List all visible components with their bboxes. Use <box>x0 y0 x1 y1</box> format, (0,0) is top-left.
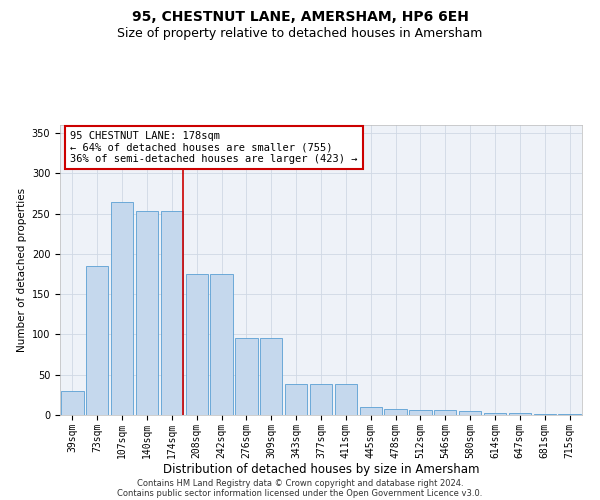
Bar <box>434 410 457 415</box>
Bar <box>211 274 233 415</box>
Bar <box>385 410 407 415</box>
Text: Contains public sector information licensed under the Open Government Licence v3: Contains public sector information licen… <box>118 488 482 498</box>
Bar <box>285 384 307 415</box>
Bar <box>161 211 183 415</box>
Bar <box>61 391 83 415</box>
Text: 95, CHESTNUT LANE, AMERSHAM, HP6 6EH: 95, CHESTNUT LANE, AMERSHAM, HP6 6EH <box>131 10 469 24</box>
Text: 95 CHESTNUT LANE: 178sqm
← 64% of detached houses are smaller (755)
36% of semi-: 95 CHESTNUT LANE: 178sqm ← 64% of detach… <box>70 131 358 164</box>
Bar <box>335 384 357 415</box>
Bar <box>559 414 581 415</box>
Bar <box>185 274 208 415</box>
Bar <box>359 407 382 415</box>
X-axis label: Distribution of detached houses by size in Amersham: Distribution of detached houses by size … <box>163 464 479 476</box>
Bar <box>111 202 133 415</box>
Bar <box>533 414 556 415</box>
Bar <box>86 266 109 415</box>
Bar <box>260 338 283 415</box>
Y-axis label: Number of detached properties: Number of detached properties <box>17 188 28 352</box>
Bar <box>459 411 481 415</box>
Bar <box>409 410 431 415</box>
Bar <box>484 412 506 415</box>
Bar <box>136 211 158 415</box>
Text: Contains HM Land Registry data © Crown copyright and database right 2024.: Contains HM Land Registry data © Crown c… <box>137 478 463 488</box>
Bar <box>310 384 332 415</box>
Bar <box>509 414 531 415</box>
Bar <box>235 338 257 415</box>
Text: Size of property relative to detached houses in Amersham: Size of property relative to detached ho… <box>118 28 482 40</box>
